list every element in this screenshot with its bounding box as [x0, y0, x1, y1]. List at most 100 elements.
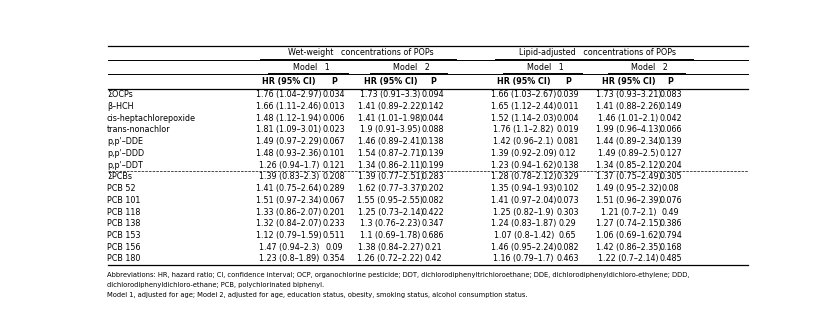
- Text: 0.289: 0.289: [323, 184, 346, 193]
- Text: 0.013: 0.013: [323, 102, 346, 111]
- Text: 1.46 (0.89–2.41): 1.46 (0.89–2.41): [357, 137, 423, 146]
- Text: 0.354: 0.354: [323, 254, 346, 263]
- Text: 1.48 (0.93–2.36): 1.48 (0.93–2.36): [256, 149, 321, 158]
- Text: 0.101: 0.101: [323, 149, 346, 158]
- Text: 1.32 (0.84–2.07): 1.32 (0.84–2.07): [256, 219, 321, 228]
- Text: 1.35 (0.94–1.93): 1.35 (0.94–1.93): [491, 184, 556, 193]
- Text: 1.51 (0.96–2.39): 1.51 (0.96–2.39): [595, 196, 661, 205]
- Text: 1.23 (0.94–1.62): 1.23 (0.94–1.62): [491, 160, 556, 169]
- Text: ΣPCBs: ΣPCBs: [107, 172, 132, 181]
- Text: 1.12 (0.79–1.59): 1.12 (0.79–1.59): [256, 231, 321, 240]
- Text: 1.62 (0.77–3.37): 1.62 (0.77–3.37): [357, 184, 423, 193]
- Text: Model   2: Model 2: [631, 63, 668, 72]
- Text: 1.66 (1.11–2.46): 1.66 (1.11–2.46): [256, 102, 321, 111]
- Text: P: P: [430, 77, 436, 86]
- Text: HR (95% CI): HR (95% CI): [497, 77, 550, 86]
- Text: 0.463: 0.463: [556, 254, 579, 263]
- Text: 0.21: 0.21: [424, 243, 442, 252]
- Text: 0.006: 0.006: [323, 114, 346, 123]
- Text: PCB 180: PCB 180: [107, 254, 140, 263]
- Text: 0.066: 0.066: [660, 125, 682, 134]
- Text: PCB 153: PCB 153: [107, 231, 140, 240]
- Text: 0.305: 0.305: [660, 172, 682, 181]
- Text: 1.25 (0.82–1.9): 1.25 (0.82–1.9): [493, 207, 554, 216]
- Text: Lipid-adjusted   concentrations of POPs: Lipid-adjusted concentrations of POPs: [519, 49, 676, 58]
- Text: Abbreviations: HR, hazard ratio; CI, confidence interval; OCP, organochlorine pe: Abbreviations: HR, hazard ratio; CI, con…: [107, 272, 690, 278]
- Text: 1.49 (0.89–2.5): 1.49 (0.89–2.5): [598, 149, 659, 158]
- Text: 0.303: 0.303: [556, 207, 579, 216]
- Text: 0.139: 0.139: [660, 137, 682, 146]
- Text: HR (95% CI): HR (95% CI): [262, 77, 316, 86]
- Text: 1.16 (0.79–1.7): 1.16 (0.79–1.7): [493, 254, 554, 263]
- Text: 1.76 (1.04–2.97): 1.76 (1.04–2.97): [256, 90, 321, 99]
- Text: 0.347: 0.347: [422, 219, 444, 228]
- Text: 0.073: 0.073: [556, 196, 579, 205]
- Text: P: P: [668, 77, 674, 86]
- Text: Wet-weight   concentrations of POPs: Wet-weight concentrations of POPs: [288, 49, 433, 58]
- Text: 1.41 (0.88–2.26): 1.41 (0.88–2.26): [596, 102, 661, 111]
- Text: 1.34 (0.85–2.12): 1.34 (0.85–2.12): [596, 160, 661, 169]
- Text: PCB 52: PCB 52: [107, 184, 135, 193]
- Text: PCB 101: PCB 101: [107, 196, 140, 205]
- Text: 0.386: 0.386: [660, 219, 682, 228]
- Text: p,p'–DDD: p,p'–DDD: [107, 149, 144, 158]
- Text: 0.686: 0.686: [422, 231, 444, 240]
- Text: 0.149: 0.149: [660, 102, 682, 111]
- Text: 0.202: 0.202: [422, 184, 444, 193]
- Text: 1.26 (0.72–2.22): 1.26 (0.72–2.22): [357, 254, 423, 263]
- Text: 0.138: 0.138: [556, 160, 579, 169]
- Text: 1.37 (0.75–2.49): 1.37 (0.75–2.49): [595, 172, 661, 181]
- Text: 1.22 (0.7–2.14): 1.22 (0.7–2.14): [598, 254, 659, 263]
- Text: 1.54 (0.87–2.71): 1.54 (0.87–2.71): [357, 149, 423, 158]
- Text: 0.076: 0.076: [660, 196, 682, 205]
- Text: P: P: [564, 77, 570, 86]
- Text: Model 1, adjusted for age; Model 2, adjusted for age, education status, obesity,: Model 1, adjusted for age; Model 2, adju…: [107, 292, 528, 298]
- Text: 1.41 (0.75–2.64): 1.41 (0.75–2.64): [256, 184, 321, 193]
- Text: 0.08: 0.08: [662, 184, 680, 193]
- Text: 0.127: 0.127: [660, 149, 682, 158]
- Text: PCB 156: PCB 156: [107, 243, 140, 252]
- Text: 0.233: 0.233: [323, 219, 346, 228]
- Text: 0.094: 0.094: [422, 90, 444, 99]
- Text: 1.66 (1.03–2.67): 1.66 (1.03–2.67): [491, 90, 556, 99]
- Text: 1.33 (0.86–2.07): 1.33 (0.86–2.07): [256, 207, 321, 216]
- Text: Model   2: Model 2: [393, 63, 430, 72]
- Text: 0.199: 0.199: [422, 160, 444, 169]
- Text: 1.42 (0.86–2.35): 1.42 (0.86–2.35): [596, 243, 661, 252]
- Text: 1.27 (0.74–2.15): 1.27 (0.74–2.15): [595, 219, 661, 228]
- Text: 0.139: 0.139: [422, 149, 444, 158]
- Text: 1.3 (0.76–2.23): 1.3 (0.76–2.23): [360, 219, 421, 228]
- Text: 0.067: 0.067: [323, 137, 346, 146]
- Text: 1.81 (1.09–3.01): 1.81 (1.09–3.01): [256, 125, 321, 134]
- Text: 1.39 (0.83–2.3): 1.39 (0.83–2.3): [259, 172, 319, 181]
- Text: 0.65: 0.65: [559, 231, 576, 240]
- Text: P: P: [331, 77, 337, 86]
- Text: 1.23 (0.8–1.89): 1.23 (0.8–1.89): [259, 254, 319, 263]
- Text: 0.42: 0.42: [424, 254, 442, 263]
- Text: 1.65 (1.12–2.44): 1.65 (1.12–2.44): [491, 102, 556, 111]
- Text: 0.422: 0.422: [422, 207, 444, 216]
- Text: 1.1 (0.69–1.78): 1.1 (0.69–1.78): [360, 231, 421, 240]
- Text: 1.34 (0.86–2.11): 1.34 (0.86–2.11): [357, 160, 423, 169]
- Text: cis-heptachlorepoxide: cis-heptachlorepoxide: [107, 114, 196, 123]
- Text: 1.41 (1.01–1.98): 1.41 (1.01–1.98): [357, 114, 423, 123]
- Text: 0.039: 0.039: [556, 90, 579, 99]
- Text: 1.42 (0.96–2.1): 1.42 (0.96–2.1): [493, 137, 554, 146]
- Text: 1.06 (0.69–1.62): 1.06 (0.69–1.62): [596, 231, 661, 240]
- Text: 1.49 (0.97–2.29): 1.49 (0.97–2.29): [256, 137, 321, 146]
- Text: 1.26 (0.94–1.7): 1.26 (0.94–1.7): [259, 160, 319, 169]
- Text: 0.121: 0.121: [323, 160, 346, 169]
- Text: p,p'–DDE: p,p'–DDE: [107, 137, 143, 146]
- Text: 0.329: 0.329: [556, 172, 579, 181]
- Text: 1.9 (0.91–3.95): 1.9 (0.91–3.95): [360, 125, 421, 134]
- Text: 0.034: 0.034: [323, 90, 346, 99]
- Text: 1.44 (0.89–2.34): 1.44 (0.89–2.34): [596, 137, 661, 146]
- Text: Model   1: Model 1: [293, 63, 330, 72]
- Text: 0.011: 0.011: [556, 102, 579, 111]
- Text: HR (95% CI): HR (95% CI): [602, 77, 655, 86]
- Text: Model   1: Model 1: [528, 63, 564, 72]
- Text: 1.76 (1.1–2.82): 1.76 (1.1–2.82): [493, 125, 554, 134]
- Text: 0.794: 0.794: [660, 231, 682, 240]
- Text: 1.73 (0.91–3.3): 1.73 (0.91–3.3): [360, 90, 421, 99]
- Text: 0.019: 0.019: [556, 125, 579, 134]
